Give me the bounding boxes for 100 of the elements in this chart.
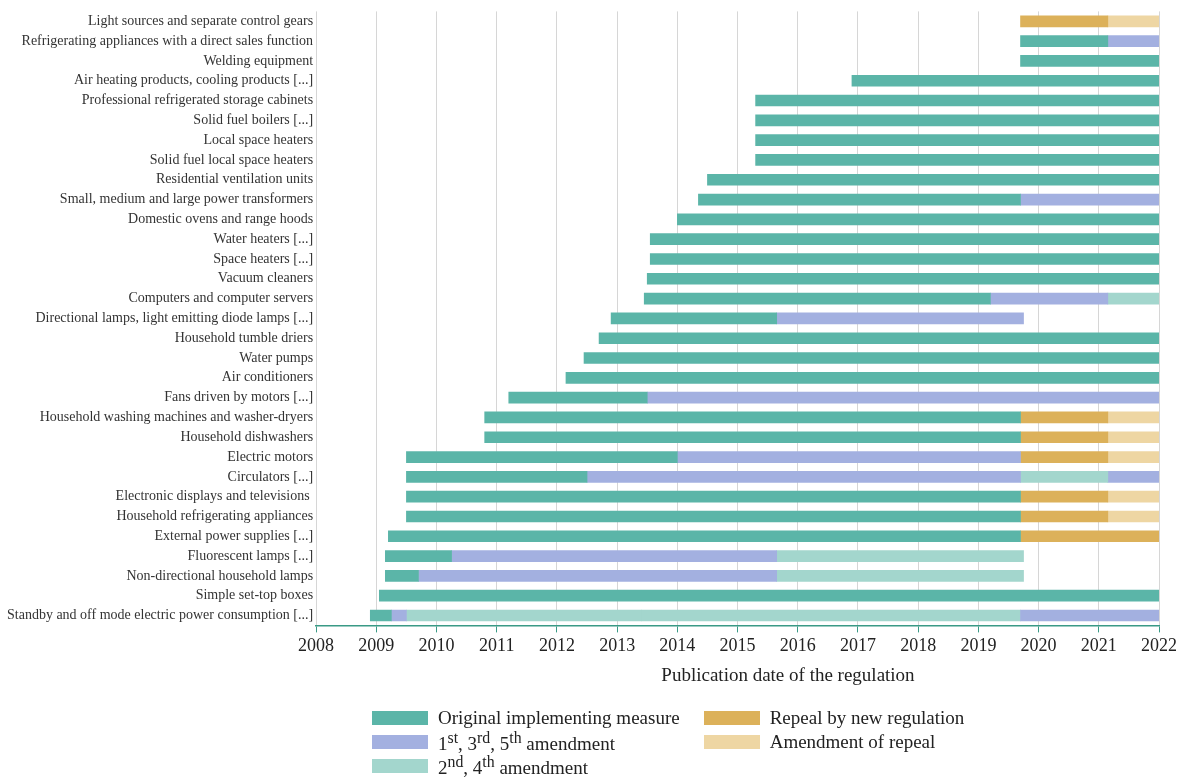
x-axis-title: Publication date of the regulation (660, 664, 916, 686)
bar (1107, 510, 1159, 523)
y-tick-label: Household dishwashers (180, 428, 314, 444)
bar (851, 74, 1159, 87)
bar (1020, 490, 1109, 503)
y-tick-label: Fans driven by motors [...] (164, 389, 314, 405)
bar (677, 451, 1021, 463)
bar (990, 292, 1109, 305)
bar (1020, 411, 1109, 424)
bar (755, 154, 1159, 166)
y-tick-label: Electronic displays and televisions (115, 488, 314, 504)
bar (1020, 471, 1109, 483)
bar (586, 471, 1021, 483)
x-tick-label: 2021 (1080, 634, 1117, 655)
bar (1020, 609, 1159, 622)
bar (1107, 35, 1159, 47)
y-tick-label: Household refrigerating appliances (116, 508, 314, 524)
bar (1020, 510, 1109, 523)
y-tick-label: Small, medium and large power transformers (59, 191, 314, 207)
y-tick-label: Space heaters [...] (213, 250, 314, 266)
x-tick-label: 2015 (719, 634, 756, 655)
x-tick-label: 2018 (900, 634, 937, 655)
bar (755, 134, 1159, 146)
bar (1107, 490, 1159, 503)
legend-label: 2$^{nd}$, 4$^{th}$ amendment (438, 752, 589, 780)
bar (1107, 15, 1159, 28)
y-tick-label: Standby and off mode electric power consumption [...] (7, 607, 314, 623)
bar (1020, 530, 1159, 543)
y-tick-label: Circulators [...] (227, 468, 314, 484)
bar (707, 173, 1159, 186)
x-tick-label: 2010 (418, 634, 455, 655)
bar (1107, 471, 1159, 483)
bar (698, 193, 1021, 206)
bar (406, 451, 678, 463)
y-tick-label: Light sources and separate control gears (88, 12, 314, 28)
legend-label: Original implementing measure (438, 707, 680, 729)
y-tick-label: Water pumps (239, 349, 314, 365)
y-tick-label: Solid fuel boilers [...] (193, 112, 314, 128)
y-tick-label: Vacuum cleaners (217, 270, 314, 286)
bar (649, 233, 1159, 245)
bar (598, 332, 1159, 345)
legend-label: Amendment of repeal (769, 731, 936, 753)
x-tick-label: 2011 (479, 634, 515, 655)
bar (1107, 292, 1159, 305)
x-tick-label: 2020 (1020, 634, 1057, 655)
bar (385, 550, 452, 562)
x-tick-label: 2008 (298, 634, 335, 655)
bar (1020, 451, 1109, 463)
y-tick-label: Local space heaters (203, 131, 314, 147)
x-tick-label: 2012 (538, 634, 575, 655)
bar (369, 609, 392, 622)
y-tick-label: Professional refrigerated storage cabinets (81, 92, 314, 108)
y-tick-label: Simple set-top boxes (195, 587, 314, 603)
y-tick-label: Air heating products, cooling products [...] (73, 72, 314, 88)
bar (1107, 451, 1159, 463)
legend-label: Repeal by new regulation (769, 707, 965, 729)
bar (643, 292, 991, 305)
bar (646, 272, 1159, 285)
x-tick-label: 2013 (599, 634, 636, 655)
bar (755, 94, 1159, 107)
bar (649, 253, 1159, 265)
y-tick-label: Solid fuel local space heaters (149, 151, 314, 167)
bar (451, 550, 778, 562)
bar (484, 411, 1021, 424)
bar (1020, 193, 1159, 206)
x-tick-label: 2016 (779, 634, 816, 655)
y-tick-label: Fluorescent lamps [...] (187, 547, 314, 563)
bar (1020, 35, 1109, 47)
bar (1020, 431, 1109, 444)
bar (776, 570, 1024, 582)
y-tick-label: Household tumble driers (174, 329, 314, 345)
bar (776, 550, 1024, 562)
y-tick-label: Domestic ovens and range hoods (128, 211, 314, 227)
bar (406, 510, 1021, 523)
bar (755, 114, 1159, 127)
bar (418, 570, 778, 582)
x-tick-label: 2014 (659, 634, 696, 655)
y-tick-label: Non-directional household lamps (126, 567, 314, 583)
bar (776, 312, 1024, 325)
y-tick-label: Residential ventilation units (156, 171, 314, 187)
y-tick-label: Directional lamps, light emitting diode lamps [...] (35, 310, 314, 326)
x-tick-label: 2022 (1141, 634, 1177, 655)
x-tick-label: 2019 (960, 634, 997, 655)
bar (385, 570, 419, 582)
y-tick-label: Electric motors (227, 448, 314, 464)
bar (1107, 431, 1159, 444)
bar (388, 530, 1021, 543)
x-tick-label: 2017 (839, 634, 876, 655)
bar (378, 589, 1159, 602)
bar (391, 609, 407, 622)
bar (508, 391, 648, 404)
legend-label: 1$^{st}$, 3$^{rd}$, 5$^{th}$ amendment (438, 728, 615, 755)
bar (1020, 55, 1159, 67)
bar (484, 431, 1021, 444)
bar (406, 471, 588, 483)
bar (1020, 15, 1109, 28)
y-tick-label: Household washing machines and washer-dryers (39, 409, 314, 425)
y-tick-label: Air conditioners (221, 369, 314, 385)
y-tick-label: Water heaters [...] (213, 230, 314, 246)
y-tick-label: Computers and computer servers (128, 290, 314, 306)
